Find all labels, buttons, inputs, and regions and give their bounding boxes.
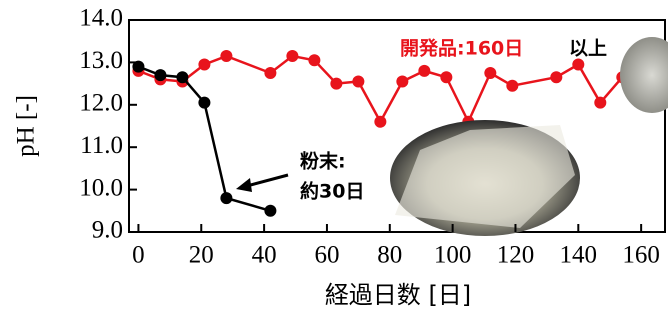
point [264, 67, 276, 79]
point [220, 50, 232, 62]
point [220, 192, 232, 204]
product-suffix: 以上 [569, 38, 607, 60]
x-tick-label: 0 [132, 242, 145, 269]
point [154, 69, 166, 81]
point [572, 59, 584, 71]
product-label: 開発品:160日 [400, 37, 523, 60]
x-tick-label: 20 [189, 242, 214, 269]
powder-label: 粉末: [300, 150, 346, 173]
point [506, 80, 518, 92]
y-tick-label: 10.0 [79, 174, 123, 201]
x-tick-label: 140 [560, 242, 598, 269]
y-tick-label: 14.0 [79, 5, 123, 32]
point [198, 59, 210, 71]
y-tick-label: 11.0 [80, 132, 123, 159]
y-tick-label: 9.0 [92, 217, 123, 244]
point [440, 71, 452, 83]
point [308, 54, 320, 66]
point [352, 75, 364, 87]
point [198, 97, 210, 109]
point [264, 205, 276, 217]
point [286, 50, 298, 62]
point [330, 78, 342, 90]
powder-days: 約30日 [300, 180, 364, 203]
y-tick-label: 12.0 [79, 90, 123, 117]
point [176, 71, 188, 83]
point [374, 116, 386, 128]
photo-product [620, 37, 668, 113]
point [550, 71, 562, 83]
x-axis-title: 経過日数 [日] [325, 281, 471, 309]
arrow-head [236, 178, 252, 192]
x-tick-label: 100 [434, 242, 472, 269]
series-line [138, 56, 622, 122]
y-tick-label: 13.0 [79, 47, 123, 74]
x-tick-label: 80 [377, 242, 402, 269]
x-tick-label: 40 [252, 242, 277, 269]
point [396, 75, 408, 87]
x-tick-label: 160 [622, 242, 660, 269]
chart: 開発品:160日 以上 粉末: 約30日 経過日数 [日] pH [-] 9.0… [0, 0, 668, 313]
x-tick-label: 120 [497, 242, 535, 269]
point [484, 67, 496, 79]
x-tick-label: 60 [314, 242, 339, 269]
point [594, 97, 606, 109]
y-axis-title: pH [-] [13, 95, 40, 157]
point [418, 65, 430, 77]
